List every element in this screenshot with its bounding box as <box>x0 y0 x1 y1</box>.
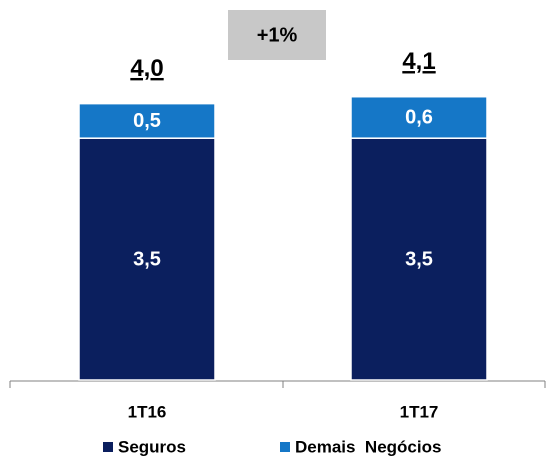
data-label: 0,5 <box>133 110 161 132</box>
bar-segment <box>78 102 216 139</box>
bar-segment <box>78 137 216 381</box>
legend-swatch <box>103 442 113 452</box>
legend-swatch <box>280 442 290 452</box>
data-label: 3,5 <box>133 248 161 270</box>
x-tick-label: 1T17 <box>400 402 439 421</box>
annotation: +1% <box>257 24 298 46</box>
data-label: 3,5 <box>405 248 433 270</box>
bar-segment <box>350 137 488 381</box>
legend-label: Demais Negócios <box>295 437 441 456</box>
annotation-box <box>228 10 326 60</box>
total-label: 4,1 <box>402 48 435 75</box>
bar-segment <box>350 95 488 139</box>
legend-label: Seguros <box>118 437 186 456</box>
x-tick-label: 1T16 <box>128 402 167 421</box>
total-label: 4,0 <box>130 55 163 82</box>
data-label: 0,6 <box>405 107 433 129</box>
